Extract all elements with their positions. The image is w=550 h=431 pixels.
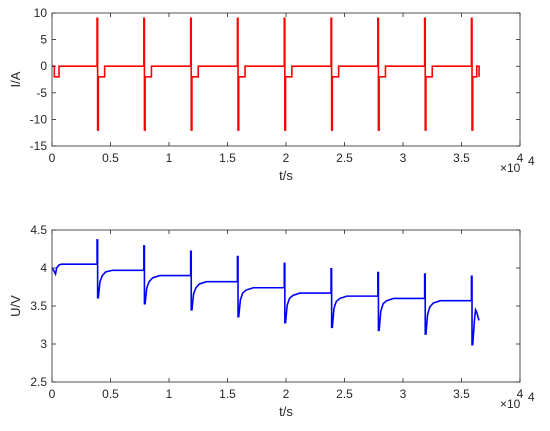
voltage-x-tick-label: 3 — [400, 387, 407, 401]
current-y-tick-label: -10 — [30, 112, 48, 126]
chart-voltage: 0 0.5 1 1.5 2 2.5 3 3.5 42.533.544.5t/sU/V×10 4 — [8, 223, 535, 419]
current-x-multiplier-exponent: 4 — [528, 154, 535, 168]
current-y-tick-label: -15 — [30, 139, 48, 153]
voltage-x-tick-label: 0 — [49, 387, 56, 401]
current-x-tick-label: 3 — [400, 151, 407, 165]
current-x-tick-label: 3.5 — [453, 151, 470, 165]
voltage-plot-area — [52, 230, 520, 382]
current-x-tick-label: 2 — [283, 151, 290, 165]
current-y-tick-label: 10 — [34, 6, 48, 20]
voltage-x-tick-label: 4 — [517, 387, 524, 401]
current-x-multiplier: ×10 — [500, 161, 521, 175]
voltage-series-line — [52, 239, 480, 346]
current-y-tick-label: 0 — [40, 59, 47, 73]
voltage-x-axis-label: t/s — [279, 404, 293, 419]
current-x-axis-label: t/s — [279, 168, 293, 183]
voltage-y-axis-label: U/V — [8, 295, 23, 317]
current-x-tick-label: 1.5 — [219, 151, 236, 165]
voltage-x-tick-label: 0.5 — [102, 387, 119, 401]
voltage-y-tick-label: 3.5 — [30, 299, 47, 313]
voltage-y-tick-label: 4.5 — [30, 223, 47, 237]
voltage-x-multiplier: ×10 — [500, 397, 521, 411]
voltage-x-tick-label: 1.5 — [219, 387, 236, 401]
current-x-tick-label: 2.5 — [336, 151, 353, 165]
current-series-line — [52, 17, 480, 131]
current-x-tick-label: 0 — [49, 151, 56, 165]
current-x-tick-label: 0.5 — [102, 151, 119, 165]
voltage-y-tick-label: 3 — [40, 337, 47, 351]
current-y-axis-label: I/A — [8, 71, 23, 87]
current-x-tick-label: 1 — [166, 151, 173, 165]
voltage-x-tick-label: 1 — [166, 387, 173, 401]
voltage-x-tick-label: 2 — [283, 387, 290, 401]
voltage-x-tick-label: 3.5 — [453, 387, 470, 401]
voltage-y-tick-label: 4 — [40, 261, 47, 275]
voltage-x-multiplier-exponent: 4 — [528, 390, 535, 404]
current-y-tick-label: 5 — [40, 33, 47, 47]
current-y-tick-label: -5 — [36, 86, 47, 100]
voltage-x-tick-label: 2.5 — [336, 387, 353, 401]
current-x-tick-label: 4 — [517, 151, 524, 165]
voltage-y-tick-label: 2.5 — [30, 375, 47, 389]
